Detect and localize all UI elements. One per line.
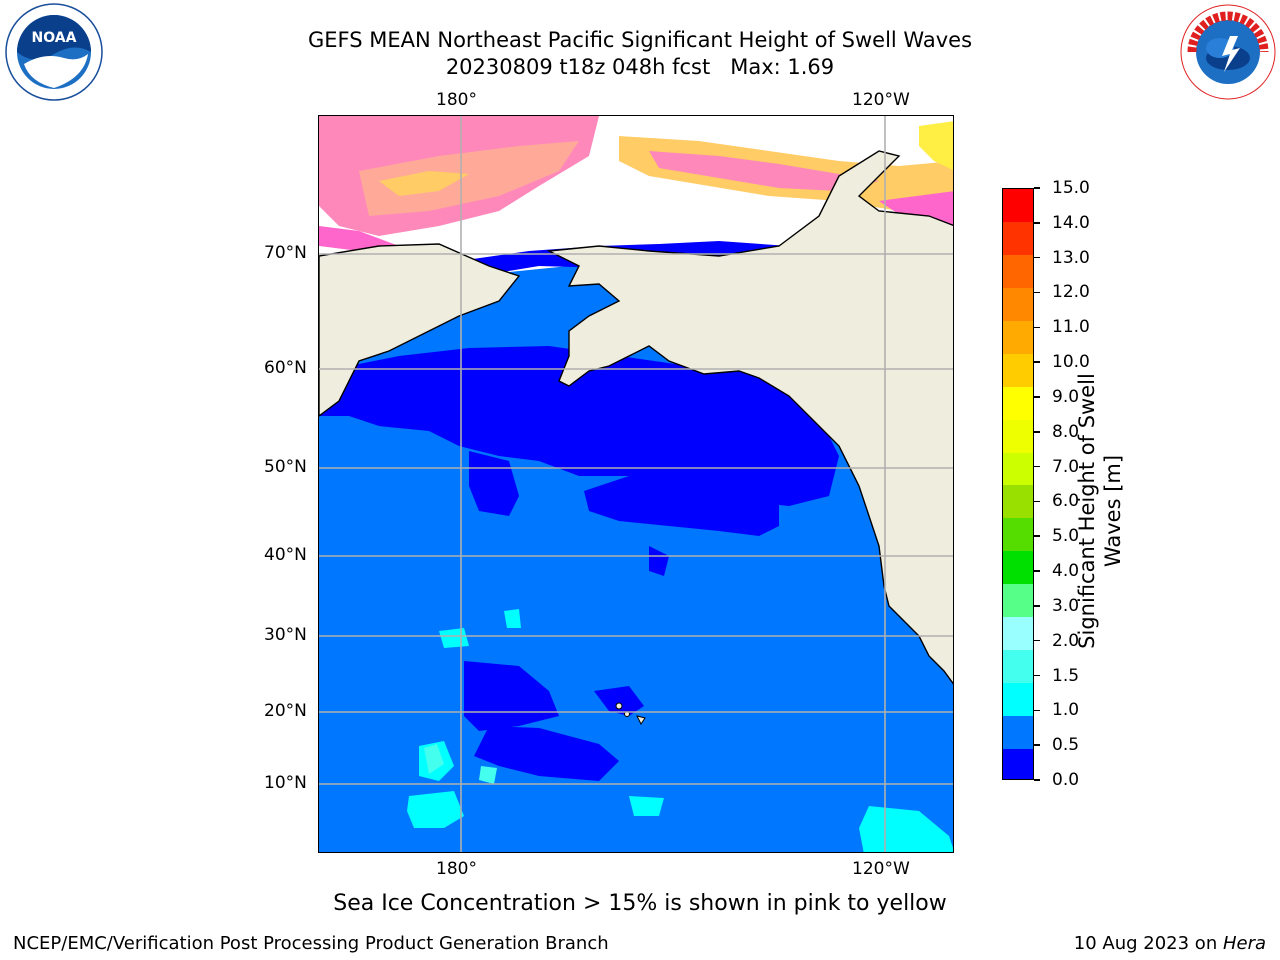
map-title: GEFS MEAN Northeast Pacific Significant … — [307, 28, 973, 52]
colorbar-segment — [1003, 485, 1033, 519]
lon-tick-top-120w: 120°W — [852, 90, 910, 110]
sea-ice-field — [319, 116, 953, 251]
lon-tick-top-180: 180° — [436, 90, 477, 110]
map-panel — [318, 115, 954, 853]
land-alaska-canada — [546, 150, 953, 685]
colorbar-tick-label: 10.0 — [1052, 352, 1090, 373]
colorbar-tick-label: 0.5 — [1052, 735, 1080, 756]
sea-ice-caption: Sea Ice Concentration > 15% is shown in … — [333, 891, 947, 916]
colorbar-segment — [1003, 682, 1033, 716]
colorbar-segment — [1003, 583, 1033, 618]
colorbar-tick-mark — [1034, 744, 1040, 746]
colorbar-tick-mark — [1034, 361, 1040, 363]
colorbar-tick-mark — [1034, 326, 1040, 329]
lat-tick-70n: 70°N — [264, 243, 307, 263]
colorbar-tick-mark — [1034, 465, 1040, 468]
colorbar-segment — [1003, 386, 1033, 420]
land-masses — [319, 150, 953, 685]
colorbar-tick-mark — [1034, 605, 1040, 607]
colorbar-segment — [1003, 287, 1033, 322]
colorbar-segment — [1003, 353, 1033, 387]
colorbar-tick-label: 4.0 — [1052, 561, 1080, 582]
lat-tick-50n: 50°N — [264, 457, 307, 477]
colorbar-tick-label: 15.0 — [1052, 178, 1090, 198]
colorbar-tick-mark — [1034, 291, 1040, 294]
colorbar-segment — [1003, 320, 1033, 354]
colorbar-tick-label: 7.0 — [1052, 456, 1080, 477]
noaa-logo-icon: NOAA — [4, 2, 104, 102]
lat-tick-20n: 20°N — [264, 701, 307, 721]
colorbar-tick-label: 5.0 — [1052, 526, 1080, 547]
colorbar-tick-label: 13.0 — [1052, 247, 1090, 268]
colorbar-label-line-1: Significant Height of Swell — [1075, 373, 1099, 649]
colorbar-segment — [1003, 254, 1033, 289]
nws-logo-icon — [1178, 2, 1278, 102]
footer-date-text: 10 Aug 2023 on — [1073, 933, 1223, 954]
colorbar-segment — [1003, 715, 1033, 749]
colorbar-segment — [1003, 189, 1033, 223]
lat-tick-60n: 60°N — [264, 358, 307, 378]
colorbar-tick-label: 11.0 — [1052, 317, 1090, 338]
graticule — [319, 116, 953, 852]
colorbar-tick-label: 3.0 — [1052, 595, 1080, 616]
colorbar-tick-mark — [1034, 570, 1040, 572]
colorbar-segment — [1003, 419, 1033, 453]
colorbar-tick-mark — [1034, 187, 1040, 189]
colorbar-tick-mark — [1034, 674, 1040, 677]
colorbar-segment — [1003, 452, 1033, 486]
colorbar-tick-label: 14.0 — [1052, 212, 1090, 233]
colorbar-tick-mark — [1034, 535, 1040, 537]
colorbar-tick-label: 1.0 — [1052, 700, 1080, 721]
colorbar-tick-mark — [1034, 396, 1040, 398]
colorbar-tick-label: 6.0 — [1052, 491, 1080, 512]
lat-tick-30n: 30°N — [264, 625, 307, 645]
lon-tick-bottom-120w: 120°W — [852, 859, 910, 879]
colorbar-tick-mark — [1034, 779, 1040, 781]
footer-system: Hera — [1222, 933, 1266, 954]
light-cyan-swell-patches — [424, 744, 497, 784]
colorbar-tick-mark — [1034, 256, 1040, 259]
colorbar-segment — [1003, 748, 1033, 779]
colorbar-tick-mark — [1034, 639, 1040, 642]
lon-tick-bottom-180: 180° — [436, 859, 477, 879]
colorbar-tick-label: 1.5 — [1052, 665, 1080, 686]
colorbar-tick-label: 9.0 — [1052, 386, 1080, 407]
colorbar-segment — [1003, 616, 1033, 650]
colorbar-tick-mark — [1034, 222, 1040, 224]
colorbar-tick-mark — [1034, 500, 1040, 503]
colorbar-segment — [1003, 517, 1033, 552]
map-subtitle: 20230809 t18z 048h fcst Max: 1.69 — [445, 55, 835, 79]
colorbar-tick-label: 2.0 — [1052, 630, 1080, 651]
colorbar-tick-label: 0.0 — [1052, 770, 1080, 790]
land-siberia — [319, 243, 521, 417]
colorbar-tick-mark — [1034, 431, 1040, 433]
colorbar-label-line-2: Waves [m] — [1101, 454, 1125, 568]
colorbar-segment — [1003, 221, 1033, 256]
colorbar — [1002, 188, 1034, 780]
noaa-logo-text: NOAA — [32, 30, 77, 46]
lat-tick-10n: 10°N — [264, 773, 307, 793]
colorbar-segment — [1003, 649, 1033, 683]
colorbar-tick-label: 8.0 — [1052, 421, 1080, 442]
colorbar-tick-label: 12.0 — [1052, 282, 1090, 303]
colorbar-segment — [1003, 550, 1033, 585]
colorbar-tick-mark — [1034, 709, 1040, 712]
footer-date: 10 Aug 2023 on Hera — [1074, 933, 1266, 954]
lat-tick-40n: 40°N — [264, 545, 307, 565]
footer-branch: NCEP/EMC/Verification Post Processing Pr… — [13, 933, 609, 954]
colorbar-label: Significant Height of Swell Waves [m] — [1074, 311, 1126, 711]
map-canvas — [319, 116, 953, 852]
